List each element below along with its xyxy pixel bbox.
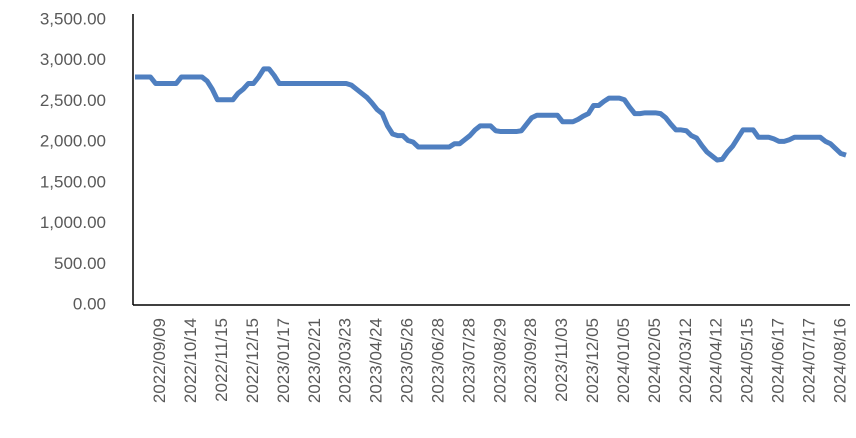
x-tick-label: 2023/01/17 <box>274 318 293 403</box>
x-tick-label: 2023/11/03 <box>552 318 571 402</box>
y-tick-label: 1,000.00 <box>40 213 106 232</box>
x-tick-label: 2023/05/26 <box>398 318 417 403</box>
x-tick-label: 2024/05/15 <box>738 318 757 403</box>
x-tick-label: 2022/12/15 <box>243 318 262 403</box>
x-tick-label: 2023/12/05 <box>583 318 602 403</box>
x-tick-label: 2022/11/15 <box>212 318 231 402</box>
x-tick-label: 2023/06/28 <box>428 318 447 403</box>
y-tick-label: 2,500.00 <box>40 91 106 110</box>
line <box>135 66 847 163</box>
x-tick-label: 2024/08/16 <box>830 318 849 403</box>
y-tick-label: 3,500.00 <box>40 9 106 28</box>
x-tick-label: 2024/03/12 <box>676 318 695 403</box>
x-tick-label: 2023/04/24 <box>367 318 386 403</box>
y-tick-label: 500.00 <box>54 254 106 273</box>
x-tick-label: 2023/07/28 <box>459 318 478 403</box>
x-tick-label: 2024/07/17 <box>799 318 818 403</box>
x-tick-label: 2024/01/05 <box>614 318 633 403</box>
x-tick-label: 2023/03/23 <box>336 318 355 403</box>
y-tick-label: 1,500.00 <box>40 172 106 191</box>
y-tick-label: 3,000.00 <box>40 50 106 69</box>
x-tick-label: 2024/04/12 <box>707 318 726 403</box>
x-tick-label: 2023/09/28 <box>521 318 540 403</box>
x-tick-label: 2022/09/09 <box>150 318 169 403</box>
x-tick-label: 2024/06/17 <box>769 318 788 403</box>
x-tick-label: 2023/02/21 <box>305 318 324 403</box>
x-tick-label: 2023/08/29 <box>490 318 509 403</box>
y-tick-label: 0.00 <box>73 294 106 313</box>
x-tick-label: 2022/10/14 <box>181 318 200 403</box>
y-tick-label: 2,000.00 <box>40 132 106 151</box>
x-tick-label: 2024/02/05 <box>645 318 664 403</box>
